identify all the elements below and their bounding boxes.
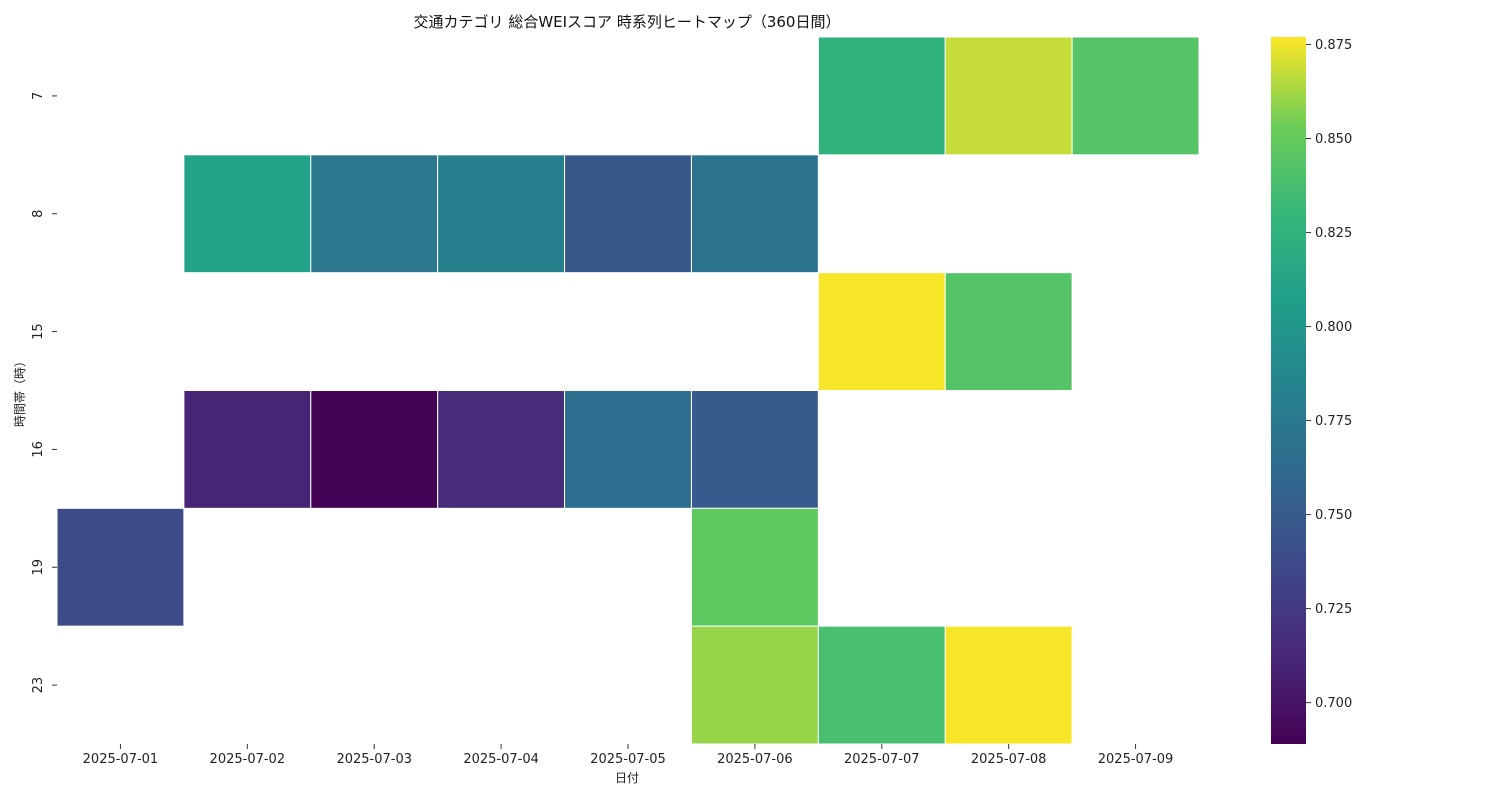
chart-title: 交通カテゴリ 総合WEIスコア 時系列ヒートマップ（360日間）	[414, 13, 841, 31]
y-tick-label: 7	[31, 92, 46, 100]
y-tick-label: 23	[31, 677, 46, 694]
heatmap-cell	[437, 390, 566, 509]
heatmap-cell	[564, 390, 692, 509]
x-tick-label: 2025-07-02	[210, 752, 286, 767]
colorbar-tick-label: 0.700	[1315, 696, 1352, 711]
heatmap-cell	[817, 625, 946, 745]
y-tick-label: 15	[31, 323, 46, 340]
x-tick-label: 2025-07-04	[463, 752, 539, 767]
heatmap-cell	[310, 154, 439, 274]
heatmap-cell	[690, 390, 819, 509]
heatmap-cell	[944, 36, 1073, 156]
colorbar-tick-label: 0.850	[1315, 132, 1352, 147]
heatmap-cell	[944, 625, 1073, 745]
colorbar-tick-label: 0.725	[1315, 602, 1352, 617]
colorbar-tick-label: 0.875	[1315, 38, 1352, 53]
x-axis: 2025-07-01 2025-07-02 2025-07-03 2025-07-04…	[83, 744, 1174, 767]
heatmap-cell	[56, 507, 185, 627]
x-tick-label: 2025-07-08	[971, 752, 1047, 767]
heatmap-cell	[690, 625, 819, 745]
heatmap-cell	[437, 154, 566, 274]
x-tick-label: 2025-07-07	[844, 752, 920, 767]
x-tick-label: 2025-07-05	[590, 752, 666, 767]
heatmap-cell	[817, 36, 946, 156]
heatmap-cell	[944, 272, 1073, 391]
colorbar-tick-label: 0.775	[1315, 414, 1352, 429]
y-tick-label: 19	[31, 559, 46, 576]
x-tick-label: 2025-07-09	[1098, 752, 1174, 767]
heatmap-cell	[690, 507, 819, 627]
y-tick-label: 8	[31, 210, 46, 218]
colorbar-tick-label: 0.825	[1315, 226, 1352, 241]
colorbar-tick-label: 0.750	[1315, 508, 1352, 523]
heatmap-cell	[1071, 36, 1200, 156]
colorbar	[1271, 37, 1306, 744]
x-axis-label: 日付	[615, 771, 639, 785]
heatmap-cell	[183, 390, 312, 509]
heatmap-cell	[817, 272, 946, 391]
y-tick-label: 16	[31, 441, 46, 458]
y-axis-label: 時間帯（時）	[13, 355, 27, 427]
colorbar-ticks: 0.700 0.725 0.750 0.775 0.800 0.825 0.850 0.875	[1306, 38, 1352, 711]
heatmap-cells	[56, 36, 1200, 745]
heatmap-cell	[690, 154, 819, 274]
heatmap-cell	[310, 390, 439, 509]
y-axis: 7 8 15 16 19 23	[31, 92, 57, 694]
colorbar-tick-label: 0.800	[1315, 320, 1352, 335]
heatmap-cell	[183, 154, 312, 274]
heatmap-cell	[564, 154, 692, 274]
x-tick-label: 2025-07-01	[83, 752, 159, 767]
x-tick-label: 2025-07-03	[336, 752, 412, 767]
x-tick-label: 2025-07-06	[717, 752, 793, 767]
